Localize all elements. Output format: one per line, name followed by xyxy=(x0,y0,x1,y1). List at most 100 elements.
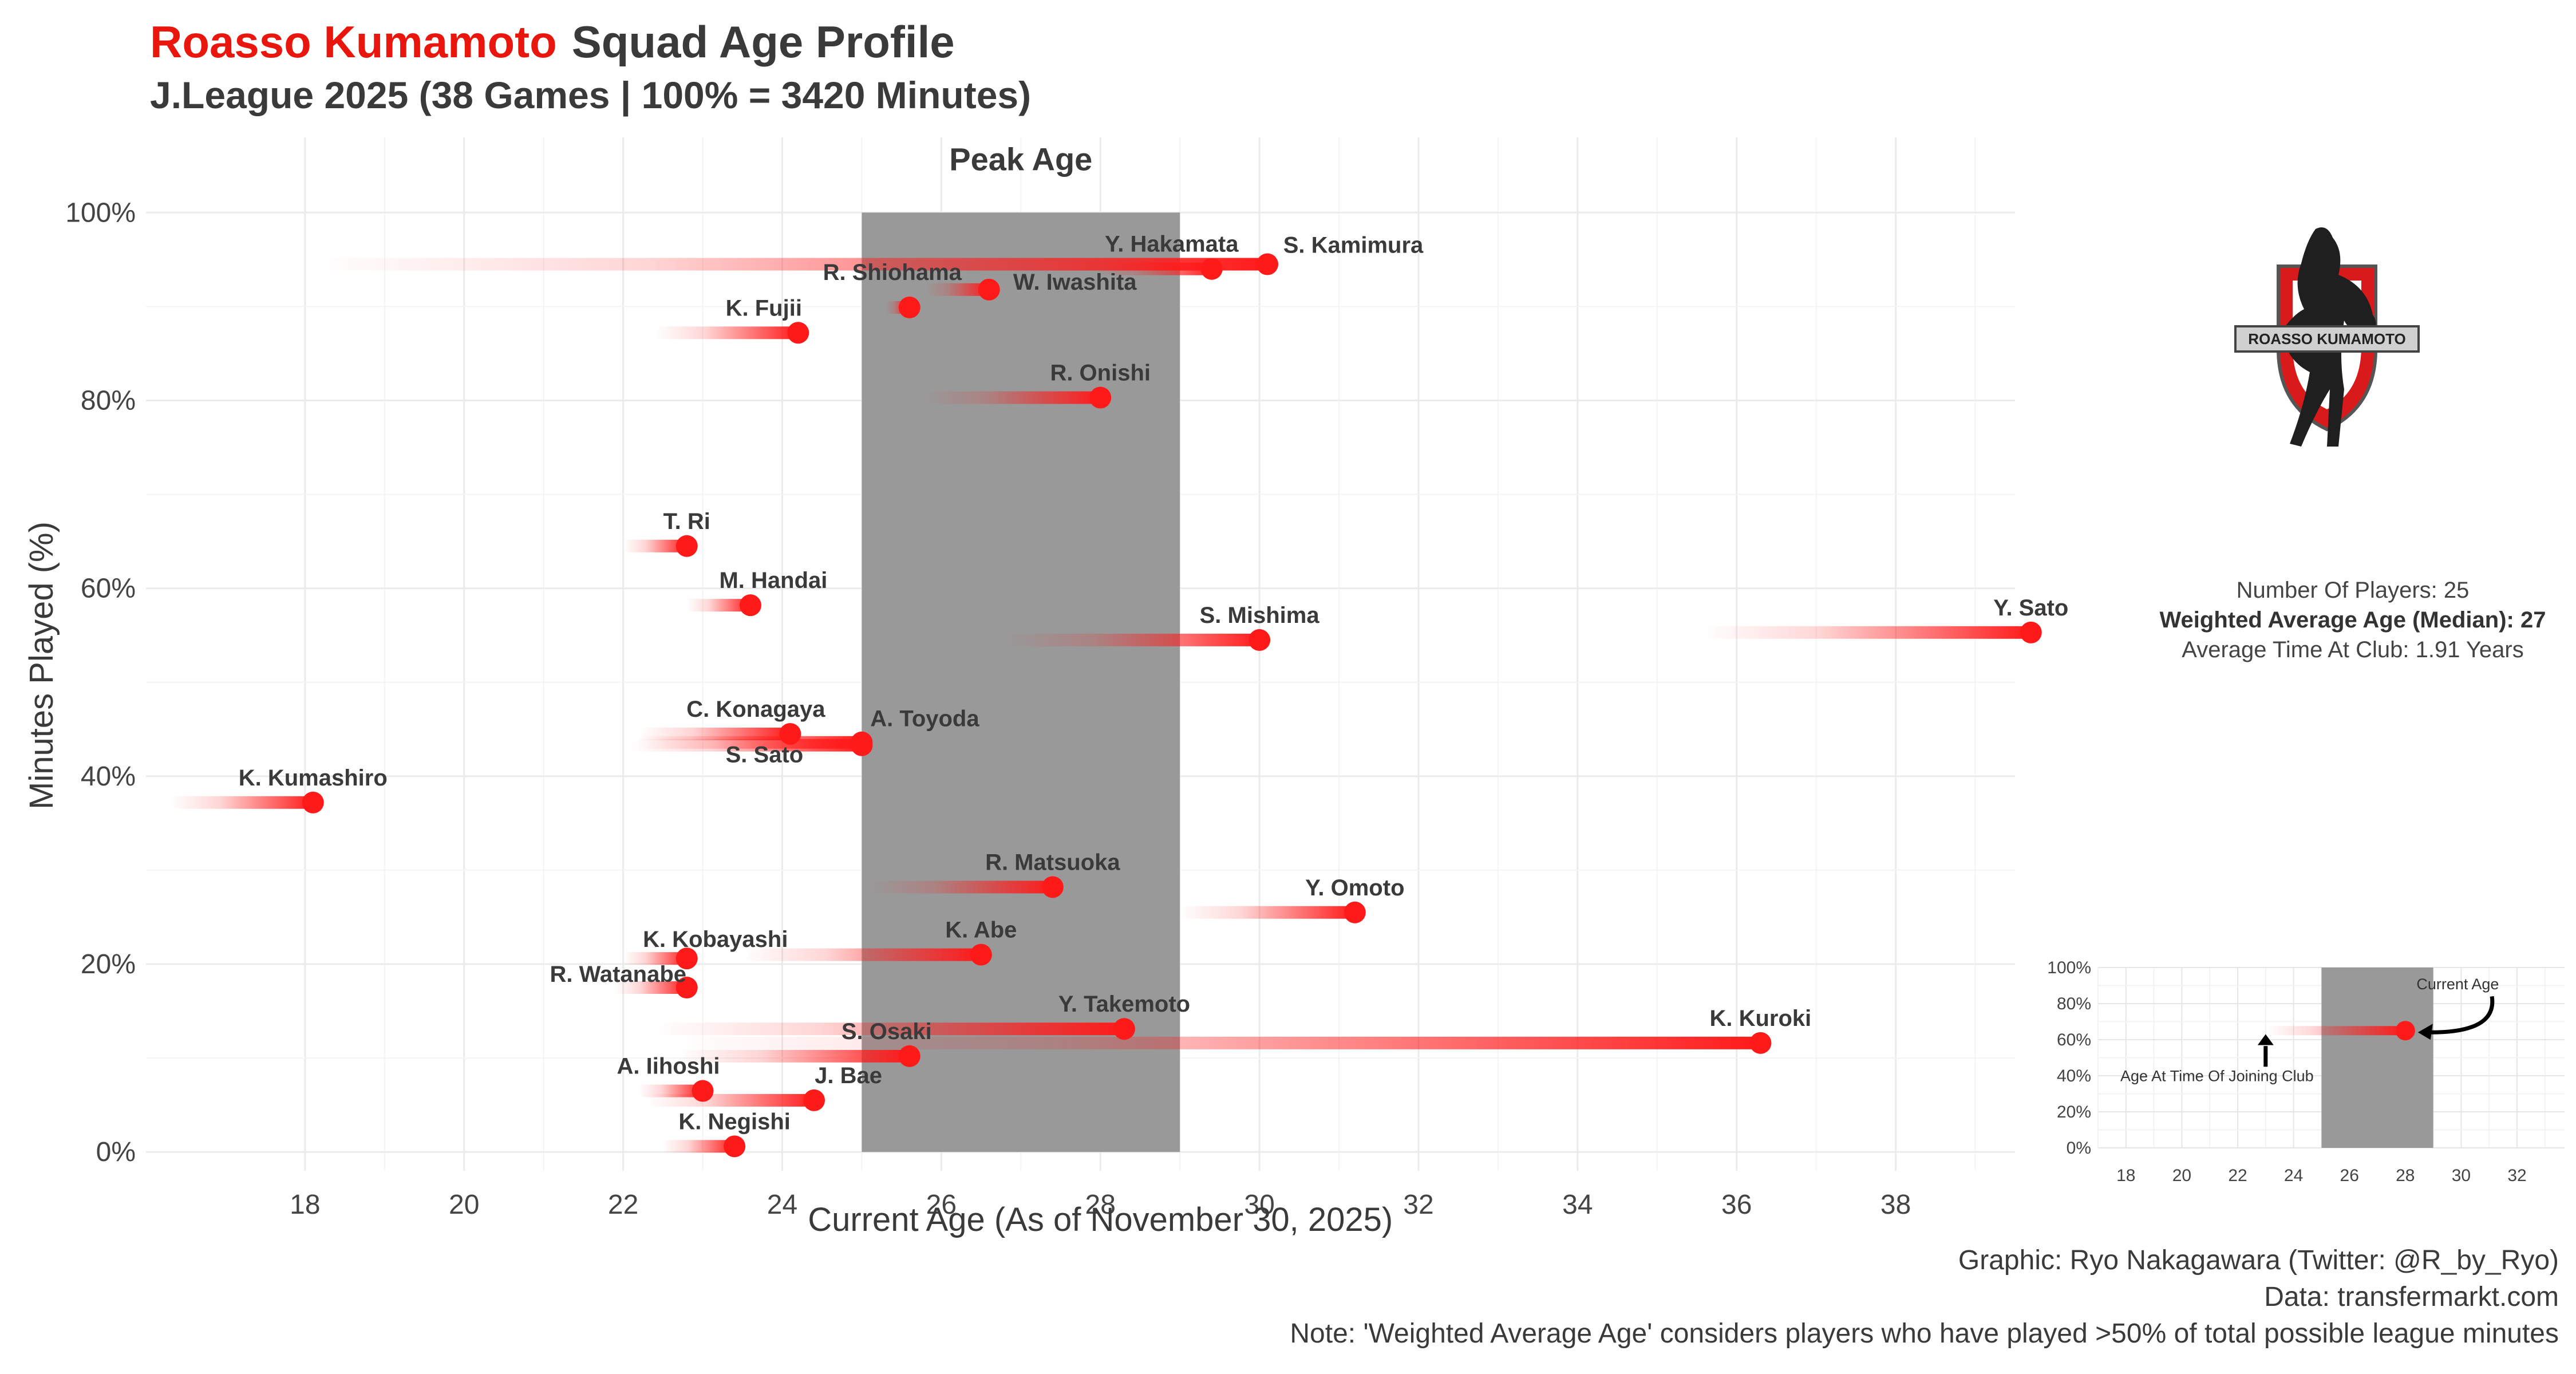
player-point xyxy=(970,943,992,966)
tenure-segment xyxy=(631,739,862,752)
legend-x-tick-label: 28 xyxy=(2396,1166,2415,1185)
legend-y-tick-label: 20% xyxy=(2057,1103,2091,1122)
player-label: K. Fujii xyxy=(726,295,802,321)
tenure-segment xyxy=(678,1049,910,1063)
tenure-segment xyxy=(313,258,1268,271)
legend-x-tick-label: 32 xyxy=(2507,1166,2526,1185)
player-label: A. Toyoda xyxy=(870,706,979,732)
player-point xyxy=(898,1045,920,1067)
legend-y-tick-label: 80% xyxy=(2057,994,2091,1013)
player-point xyxy=(692,1080,714,1102)
player-label: S. Osaki xyxy=(841,1019,932,1044)
player-label: S. Kamimura xyxy=(1283,233,1424,258)
player-point xyxy=(1089,386,1112,409)
legend-joining-age-label: Age At Time Of Joining Club xyxy=(2120,1067,2314,1084)
legend-y-tick-label: 60% xyxy=(2057,1030,2091,1049)
stat-time-at-club: Average Time At Club: 1.91 Years xyxy=(2182,637,2524,662)
player-point xyxy=(787,322,809,344)
legend-x-tick-label: 24 xyxy=(2284,1166,2303,1185)
x-axis-ticks: 18 20 22 24 26 28 30 32 34 36 38 xyxy=(290,1190,1911,1220)
player-label: R. Watanabe xyxy=(550,962,686,987)
x-tick-label: 28 xyxy=(1085,1190,1116,1220)
y-tick-label: 60% xyxy=(81,574,136,604)
legend-example-point xyxy=(2395,1021,2415,1041)
x-tick-label: 20 xyxy=(449,1190,479,1220)
player-point xyxy=(724,1135,746,1158)
x-tick-label: 18 xyxy=(290,1190,320,1220)
legend-segment xyxy=(2265,1026,2405,1036)
player-label: Y. Hakamata xyxy=(1105,232,1239,257)
tenure-segment xyxy=(925,391,1101,404)
tenure-segment xyxy=(1705,626,2031,639)
player-label: K. Kobayashi xyxy=(643,927,788,952)
player-point xyxy=(302,791,324,814)
tenure-segment xyxy=(742,948,981,961)
y-tick-label: 100% xyxy=(65,198,136,228)
player-point xyxy=(1113,1018,1135,1040)
player-label: R. Matsuoka xyxy=(985,850,1120,875)
player-label: C. Konagaya xyxy=(686,697,825,722)
tenure-segments xyxy=(169,258,2031,1153)
legend-x-tick-label: 30 xyxy=(2452,1166,2471,1185)
tenure-segment xyxy=(647,1093,815,1107)
player-label: A. Iihoshi xyxy=(617,1054,720,1079)
player-point xyxy=(2020,621,2042,643)
legend-current-age-arrowhead xyxy=(2417,1024,2433,1040)
legend-mini-chart: 18 20 22 24 26 28 30 32 0% 20% 40% 60% 80% 100% Curr… xyxy=(2047,958,2565,1185)
credit-data: Data: transfermarkt.com xyxy=(2264,1282,2559,1312)
player-points xyxy=(302,253,2042,1158)
club-crest-logo: ROASSO KUMAMOTO xyxy=(2234,227,2420,447)
player-point xyxy=(675,535,698,557)
player-label: K. Kuroki xyxy=(1710,1006,1812,1031)
player-label: T. Ri xyxy=(663,509,710,534)
stat-weighted-age: Weighted Average Age (Median): 27 xyxy=(2159,607,2546,633)
x-tick-label: 34 xyxy=(1562,1190,1593,1220)
tenure-segment xyxy=(870,881,1053,894)
x-tick-label: 26 xyxy=(926,1190,957,1220)
legend-y-tick-label: 0% xyxy=(2067,1139,2091,1158)
x-tick-label: 36 xyxy=(1721,1190,1752,1220)
player-label: Y. Takemoto xyxy=(1058,992,1190,1017)
player-point xyxy=(675,977,698,999)
player-point xyxy=(1749,1032,1772,1054)
player-point xyxy=(779,722,801,745)
y-tick-label: 20% xyxy=(81,949,136,980)
chart-title: Roasso Kumamoto Squad Age Profile xyxy=(150,16,955,68)
legend-segment-bar xyxy=(2265,1026,2405,1036)
legend-x-tick-label: 18 xyxy=(2116,1166,2135,1185)
player-label: K. Negishi xyxy=(678,1109,791,1134)
tenure-segment xyxy=(686,599,750,612)
peak-age-label: Peak Age xyxy=(949,141,1092,177)
peak-age-band xyxy=(862,212,1180,1152)
legend-y-ticks: 0% 20% 40% 60% 80% 100% xyxy=(2047,958,2091,1158)
tenure-segment xyxy=(1005,633,1260,646)
player-point xyxy=(1344,901,1366,923)
chart-subtitle: J.League 2025 (38 Games | 100% = 3420 Mi… xyxy=(150,74,1032,116)
player-point xyxy=(1257,253,1278,275)
player-point xyxy=(1200,258,1223,280)
player-label: K. Abe xyxy=(945,918,1017,943)
legend-joining-arrowhead xyxy=(2257,1034,2274,1045)
y-axis-label: Minutes Played (%) xyxy=(23,522,60,810)
player-labels: S. Kamimura Y. Hakamata W. Iwashita R. Shio… xyxy=(239,232,2069,1135)
player-label: J. Bae xyxy=(815,1063,882,1088)
legend-x-tick-label: 22 xyxy=(2228,1166,2247,1185)
squad-stats: Number Of Players: 25 Weighted Average A… xyxy=(2038,575,2576,665)
x-tick-label: 38 xyxy=(1880,1190,1911,1220)
player-label: M. Handai xyxy=(719,568,827,593)
player-label: Y. Omoto xyxy=(1305,875,1404,901)
player-label: W. Iwashita xyxy=(1013,270,1137,295)
crest-banner xyxy=(2234,325,2420,353)
player-point xyxy=(739,594,761,617)
stat-players: Number Of Players: 25 xyxy=(2236,578,2470,603)
player-label: S. Sato xyxy=(726,743,804,768)
player-label: Y. Sato xyxy=(1993,595,2068,621)
player-point xyxy=(898,297,920,319)
player-label: S. Mishima xyxy=(1200,603,1320,628)
player-point xyxy=(1041,876,1064,898)
legend-x-tick-label: 20 xyxy=(2172,1166,2191,1185)
tenure-segment xyxy=(925,283,989,296)
tenure-segment xyxy=(670,1036,1761,1049)
player-point xyxy=(803,1089,825,1111)
crest-banner-text: ROASSO KUMAMOTO xyxy=(2248,330,2405,348)
